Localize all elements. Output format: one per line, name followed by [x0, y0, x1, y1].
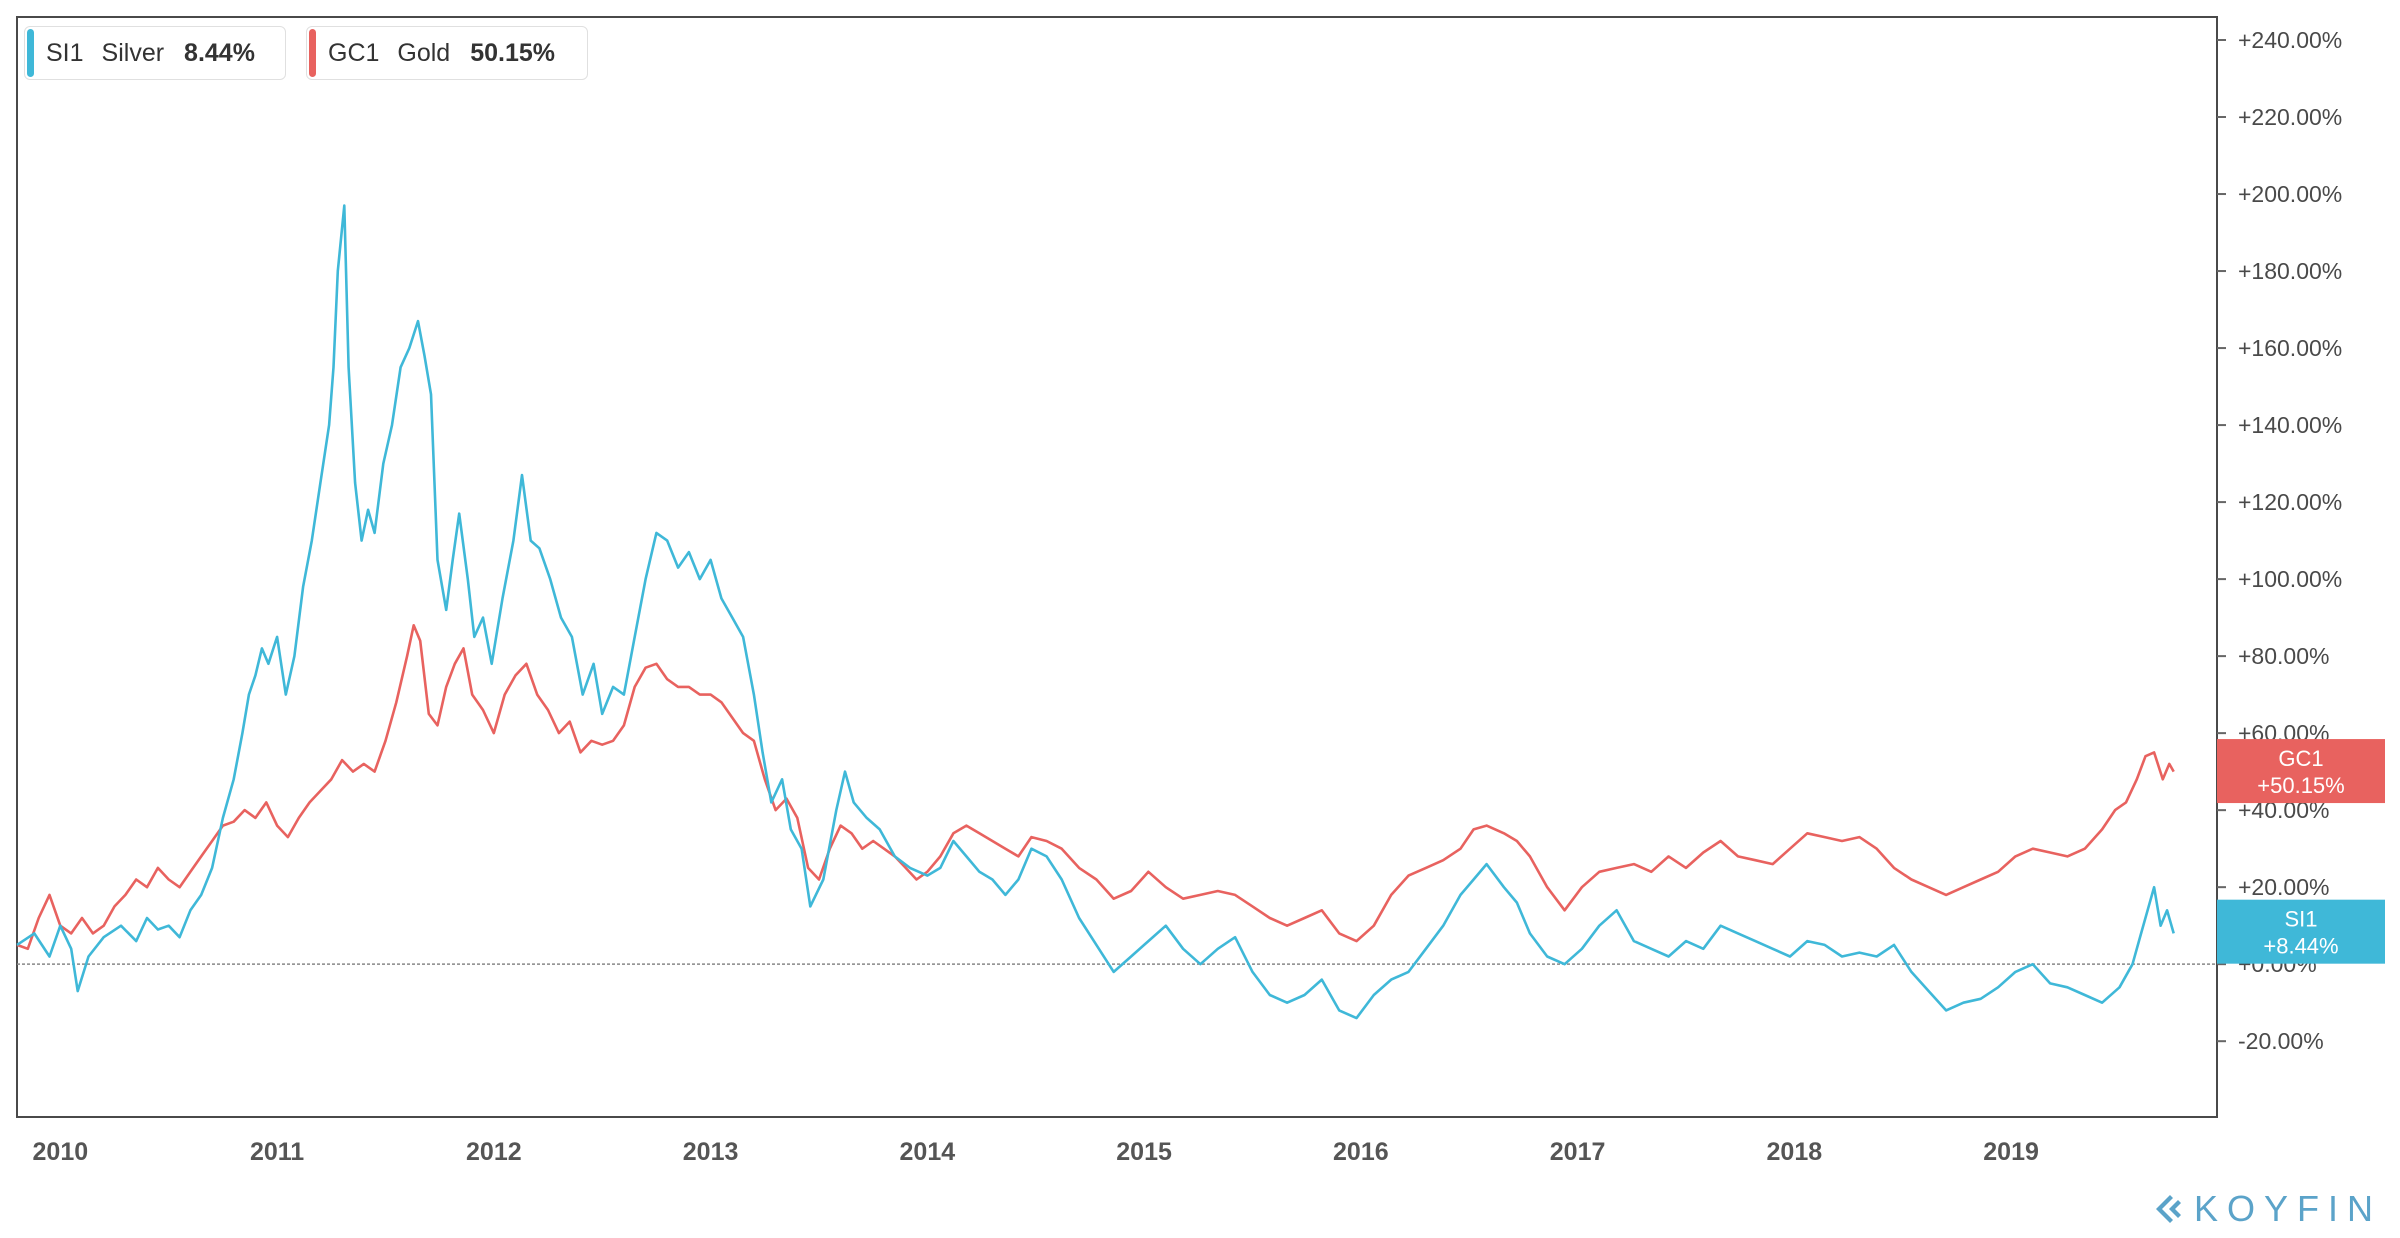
y-tick-label: +160.00%	[2238, 335, 2342, 361]
x-axis: 2010 2011 2012 2013 2014 2015 2016 2017 2018 2019	[33, 1138, 2039, 1166]
last-value-symbol: GC1	[2278, 746, 2323, 771]
legend-chip-gold[interactable]: GC1 Gold 50.15%	[306, 26, 588, 80]
y-tick-label: +140.00%	[2238, 412, 2342, 438]
y-tick-label: +20.00%	[2238, 874, 2329, 900]
y-tick-label: +220.00%	[2238, 104, 2342, 130]
legend-name-silver: Silver	[101, 38, 165, 67]
last-value-box	[2217, 899, 2385, 964]
koyfin-brand: KOYFIN	[2152, 1188, 2382, 1230]
y-tick-label: +80.00%	[2238, 643, 2329, 669]
legend-swatch-gold	[309, 29, 316, 77]
y-tick-label: +180.00%	[2238, 258, 2342, 284]
y-tick-label: +240.00%	[2238, 27, 2342, 53]
y-tick-label: +100.00%	[2238, 566, 2342, 592]
y-tick-label: -20.00%	[2238, 1028, 2324, 1054]
series-layer	[16, 204, 2175, 1020]
legend-name-gold: Gold	[397, 38, 451, 67]
x-tick-label: 2014	[900, 1138, 956, 1166]
last-value-label-gold: GC1+50.15%	[2217, 739, 2385, 804]
x-tick-label: 2013	[683, 1138, 739, 1166]
plot-frame	[16, 16, 2218, 1118]
legend-chip-silver[interactable]: SI1 Silver 8.44%	[24, 26, 286, 80]
last-value-symbol: SI1	[2284, 907, 2317, 932]
x-tick-label: 2018	[1767, 1138, 1823, 1166]
koyfin-logo-icon	[2155, 1195, 2181, 1223]
y-tick-label: +200.00%	[2238, 181, 2342, 207]
last-value-box	[2217, 739, 2385, 804]
last-value-pct: +50.15%	[2257, 773, 2344, 798]
brand-name: KOYFIN	[2193, 1188, 2382, 1229]
x-tick-label: 2017	[1550, 1138, 1606, 1166]
series-line-silver	[16, 204, 2175, 1020]
legend-symbol-silver: SI1	[46, 38, 84, 67]
legend-swatch-silver	[27, 29, 34, 77]
x-tick-label: 2010	[33, 1138, 89, 1166]
last-value-labels: SI1+8.44% GC1+50.15%	[2217, 739, 2385, 964]
last-value-pct: +8.44%	[2263, 934, 2338, 959]
y-tick-label: +120.00%	[2238, 489, 2342, 515]
x-tick-label: 2015	[1116, 1138, 1172, 1166]
legend-pct-gold: 50.15%	[470, 38, 556, 67]
x-tick-label: 2011	[250, 1138, 304, 1166]
x-tick-label: 2012	[466, 1138, 522, 1166]
x-tick-label: 2019	[1983, 1138, 2039, 1166]
legend-symbol-gold: GC1	[328, 38, 380, 67]
x-tick-label: 2016	[1333, 1138, 1389, 1166]
legend-pct-silver: 8.44%	[184, 38, 255, 67]
last-value-label-silver: SI1+8.44%	[2217, 899, 2385, 964]
series-line-gold	[16, 624, 2175, 951]
